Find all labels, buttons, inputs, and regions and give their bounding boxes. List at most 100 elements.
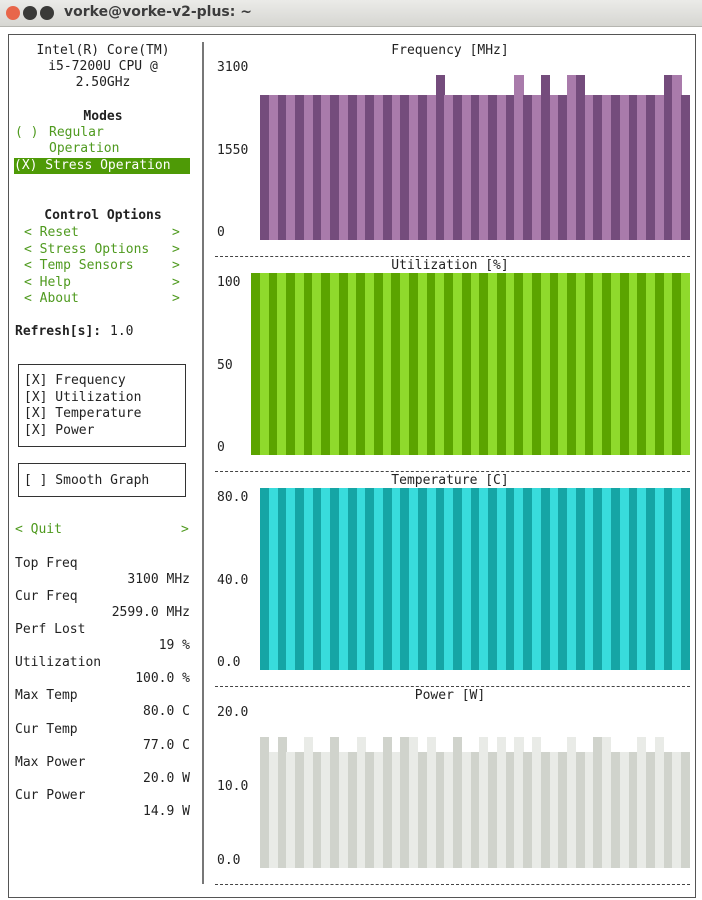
chart-bar xyxy=(417,488,428,670)
chart-bar xyxy=(417,273,427,455)
chart-bar xyxy=(461,94,471,240)
chart-bar xyxy=(514,273,524,455)
minimize-icon[interactable] xyxy=(23,6,37,20)
chart-bar xyxy=(532,94,542,240)
chart-bar xyxy=(611,94,621,240)
chart-bar xyxy=(260,736,270,868)
chart-bar xyxy=(426,273,436,455)
refresh-input[interactable]: 1.0 xyxy=(110,324,134,339)
chart-bar xyxy=(672,75,682,240)
chart-bar xyxy=(295,94,305,240)
chart-bar xyxy=(646,751,656,868)
chart-title: Temperature [C] xyxy=(391,473,509,488)
graph-checkbox[interactable]: [X] Power xyxy=(24,422,95,438)
cpu-name-1: Intel(R) Core(TM) xyxy=(36,43,170,58)
chart-bar xyxy=(303,94,313,240)
chart-bar xyxy=(654,94,664,240)
chart-bar xyxy=(453,94,463,240)
graph-checkbox[interactable]: [X] Frequency xyxy=(24,373,126,388)
chart-bar xyxy=(400,488,410,670)
smooth-graph-checkbox[interactable]: [ ] Smooth Graph xyxy=(24,473,150,488)
chart-bar xyxy=(356,273,366,455)
chart-title: Utilization [%] xyxy=(391,258,509,273)
chart-bar xyxy=(382,94,392,240)
chart-bar xyxy=(523,94,533,240)
chart-bar xyxy=(444,488,454,670)
chart-bar xyxy=(654,736,664,868)
cpu-name-3: 2.50GHz xyxy=(75,75,131,90)
chart-bar xyxy=(532,488,542,670)
chart-bar xyxy=(312,273,322,455)
chart-bar xyxy=(286,273,296,455)
control-item-label[interactable]: < Help xyxy=(24,274,71,290)
chevron-right-icon: > xyxy=(172,258,180,274)
chart-bar xyxy=(575,488,585,670)
chart-bar xyxy=(374,94,384,240)
chart-bar xyxy=(654,273,664,455)
chart-bar xyxy=(277,273,287,455)
chevron-right-icon: > xyxy=(172,291,180,307)
stat-value: 80.0 C xyxy=(143,704,190,720)
chart-bar xyxy=(374,751,384,868)
control-heading: Control Options xyxy=(44,208,162,223)
chart-bar xyxy=(549,273,559,455)
chart-bar xyxy=(663,75,673,240)
chart-bar xyxy=(584,94,594,240)
chart-bar xyxy=(365,488,375,670)
chart-bar xyxy=(628,273,638,455)
window-title: vorke@vorke-v2-plus: ~ xyxy=(64,4,252,20)
chart-bar xyxy=(409,736,419,868)
chart-bar xyxy=(382,736,392,868)
chart-bar xyxy=(312,488,322,670)
y-tick-label: 20.0 xyxy=(217,705,249,720)
chart-bar xyxy=(286,751,296,868)
chart-bar xyxy=(338,94,349,240)
panel-divider xyxy=(202,42,204,884)
chart-bar xyxy=(505,751,515,868)
close-icon[interactable] xyxy=(6,6,20,20)
quit-button[interactable]: < Quit xyxy=(15,522,62,537)
chart-bar xyxy=(365,273,375,455)
chart-bar xyxy=(338,488,349,670)
chart-bar xyxy=(260,488,270,670)
chart-bar xyxy=(505,273,515,455)
chart-bar xyxy=(672,488,682,670)
chart-bar xyxy=(549,488,559,670)
chart-bar xyxy=(584,273,594,455)
control-item-label[interactable]: < Stress Options xyxy=(24,241,150,257)
y-tick-label: 100 xyxy=(217,275,241,290)
chart-bar xyxy=(531,273,542,455)
chart-bar xyxy=(312,94,322,240)
refresh-label: Refresh[s]: xyxy=(15,324,102,339)
chart-bar xyxy=(567,273,577,455)
chart-bar xyxy=(479,488,489,670)
stat-label: Perf Lost xyxy=(15,622,86,638)
chart-bar xyxy=(479,273,489,455)
stat-value: 14.9 W xyxy=(143,803,190,819)
chart-bar xyxy=(646,488,656,670)
chart-bar xyxy=(540,751,550,868)
chart-bar xyxy=(453,488,463,670)
graph-checkbox[interactable]: [X] Utilization xyxy=(24,389,142,405)
y-tick-label: 0.0 xyxy=(217,853,241,868)
chart-bar xyxy=(505,94,515,240)
mode-stress[interactable]: (X) Stress Operation xyxy=(14,158,190,174)
chart-bar xyxy=(330,273,340,455)
control-item-label[interactable]: < Reset xyxy=(24,225,79,240)
chevron-right-icon: > xyxy=(172,225,180,240)
chart-separator xyxy=(215,884,690,885)
chart-bar xyxy=(593,736,603,868)
control-item-label[interactable]: < Temp Sensors xyxy=(24,258,134,274)
chart-bar xyxy=(488,488,498,670)
graph-checkbox[interactable]: [X] Temperature xyxy=(24,406,142,422)
mode-regular-label: Regular xyxy=(49,125,104,140)
chart-bar xyxy=(575,751,585,868)
chart-bar xyxy=(277,94,287,240)
chart-bar xyxy=(435,75,445,240)
control-item-label[interactable]: < About xyxy=(24,291,79,307)
maximize-icon[interactable] xyxy=(40,6,54,20)
stat-label: Cur Power xyxy=(15,787,86,803)
chart-bar xyxy=(409,94,419,240)
chart-bar xyxy=(268,488,278,670)
radio-regular[interactable]: ( ) xyxy=(15,125,39,140)
